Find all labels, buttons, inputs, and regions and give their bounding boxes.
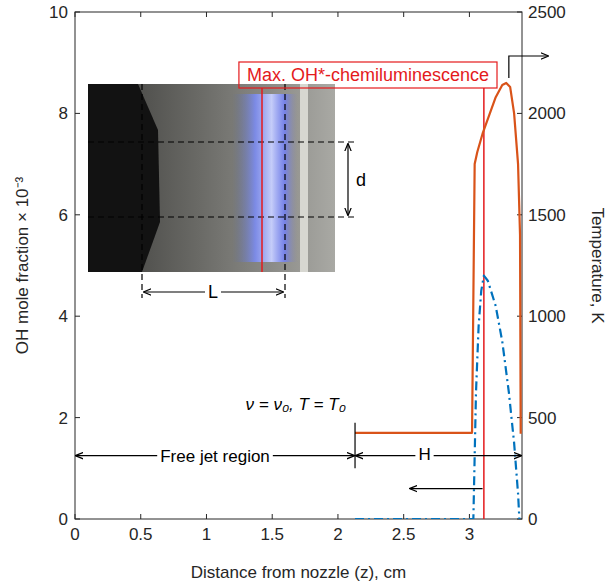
y2-tick-label: 0: [528, 510, 537, 529]
y-tick-label: 2: [59, 409, 68, 428]
l-label: L: [208, 282, 218, 302]
plate-edge: [300, 84, 308, 272]
max-oh-label: Max. OH*-chemiluminescence: [247, 65, 489, 85]
y-tick-label: 10: [49, 3, 68, 22]
y-tick: [75, 316, 80, 317]
nozzle: [88, 84, 160, 272]
x-tick-label: 1: [202, 525, 211, 544]
y2-tick-label: 2000: [528, 104, 566, 123]
y2-tick: [517, 113, 522, 114]
plot-frame: [75, 12, 522, 519]
x-tick: [403, 514, 404, 519]
label-patch: [205, 282, 221, 302]
free-jet-label: Free jet region: [160, 447, 270, 466]
dashed-guide: [141, 84, 142, 298]
chart: 0 0.5 1 1.5 2 2.5 3 0 2 4 6 8 10 0 500 1000 1500 2000 2500…: [0, 0, 609, 587]
dashed-guide: [88, 216, 358, 217]
max-oh-photo-line: [261, 88, 263, 272]
condition-label: ν = ν₀, T = T₀: [246, 395, 346, 414]
x-tick-label: 2: [333, 525, 342, 544]
x-axis-title: Distance from nozzle (z), cm: [191, 563, 406, 582]
y-tick: [75, 214, 80, 215]
y-tick: [75, 12, 80, 13]
y2-tick: [517, 12, 522, 13]
x-tick: [337, 514, 338, 519]
label-patch: [157, 447, 273, 466]
y2-tick-label: 1000: [528, 307, 566, 326]
x-tick-top: [272, 12, 273, 17]
x-tick-top: [206, 12, 207, 17]
y-tick-label: 6: [59, 206, 68, 225]
x-tick-top: [75, 12, 76, 17]
nozzle-exit-marker: [354, 423, 355, 469]
y2-tick-label: 500: [528, 409, 556, 428]
label-patch: [415, 445, 433, 464]
x-tick: [140, 514, 141, 519]
x-tick-label: 0: [70, 525, 79, 544]
x-tick-top: [469, 12, 470, 17]
x-tick-label: 1.5: [260, 525, 284, 544]
d-label: d: [356, 170, 366, 190]
y-tick-label: 8: [59, 104, 68, 123]
y2-tick-label: 2500: [528, 3, 566, 22]
max-oh-box: [239, 62, 497, 88]
x-tick: [75, 514, 76, 519]
x-tick-top: [403, 12, 404, 17]
series-line: [355, 276, 519, 519]
inset-photo: [88, 84, 335, 272]
photo-background: [88, 84, 335, 272]
dashed-guide: [284, 84, 285, 298]
y2-tick-label: 1500: [528, 206, 566, 225]
y-axis-title: OH mole fraction × 10⁻³: [13, 176, 32, 354]
x-tick-top: [337, 12, 338, 17]
x-tick-label: 0.5: [129, 525, 153, 544]
series-line: [355, 83, 521, 434]
oh-axis-arrow: [410, 488, 482, 489]
x-tick-label: 3: [465, 525, 474, 544]
y-tick-label: 0: [59, 510, 68, 529]
h-label: H: [418, 445, 430, 464]
temp-axis-arrow: [509, 56, 548, 78]
flame: [232, 94, 298, 262]
x-tick-top: [140, 12, 141, 17]
y-tick: [75, 417, 80, 418]
y-tick: [75, 113, 80, 114]
series-group: [355, 83, 521, 519]
x-tick: [206, 514, 207, 519]
x-tick-label: 2.5: [392, 525, 416, 544]
x-tick: [272, 514, 273, 519]
dashed-guide: [88, 141, 358, 142]
y-tick: [75, 519, 80, 520]
d-arrow: [347, 144, 348, 215]
max-oh-line: [483, 88, 485, 519]
y-tick-label: 4: [59, 307, 68, 326]
y2-axis-title: Temperature, K: [588, 207, 607, 324]
h-arrow: [356, 455, 521, 456]
